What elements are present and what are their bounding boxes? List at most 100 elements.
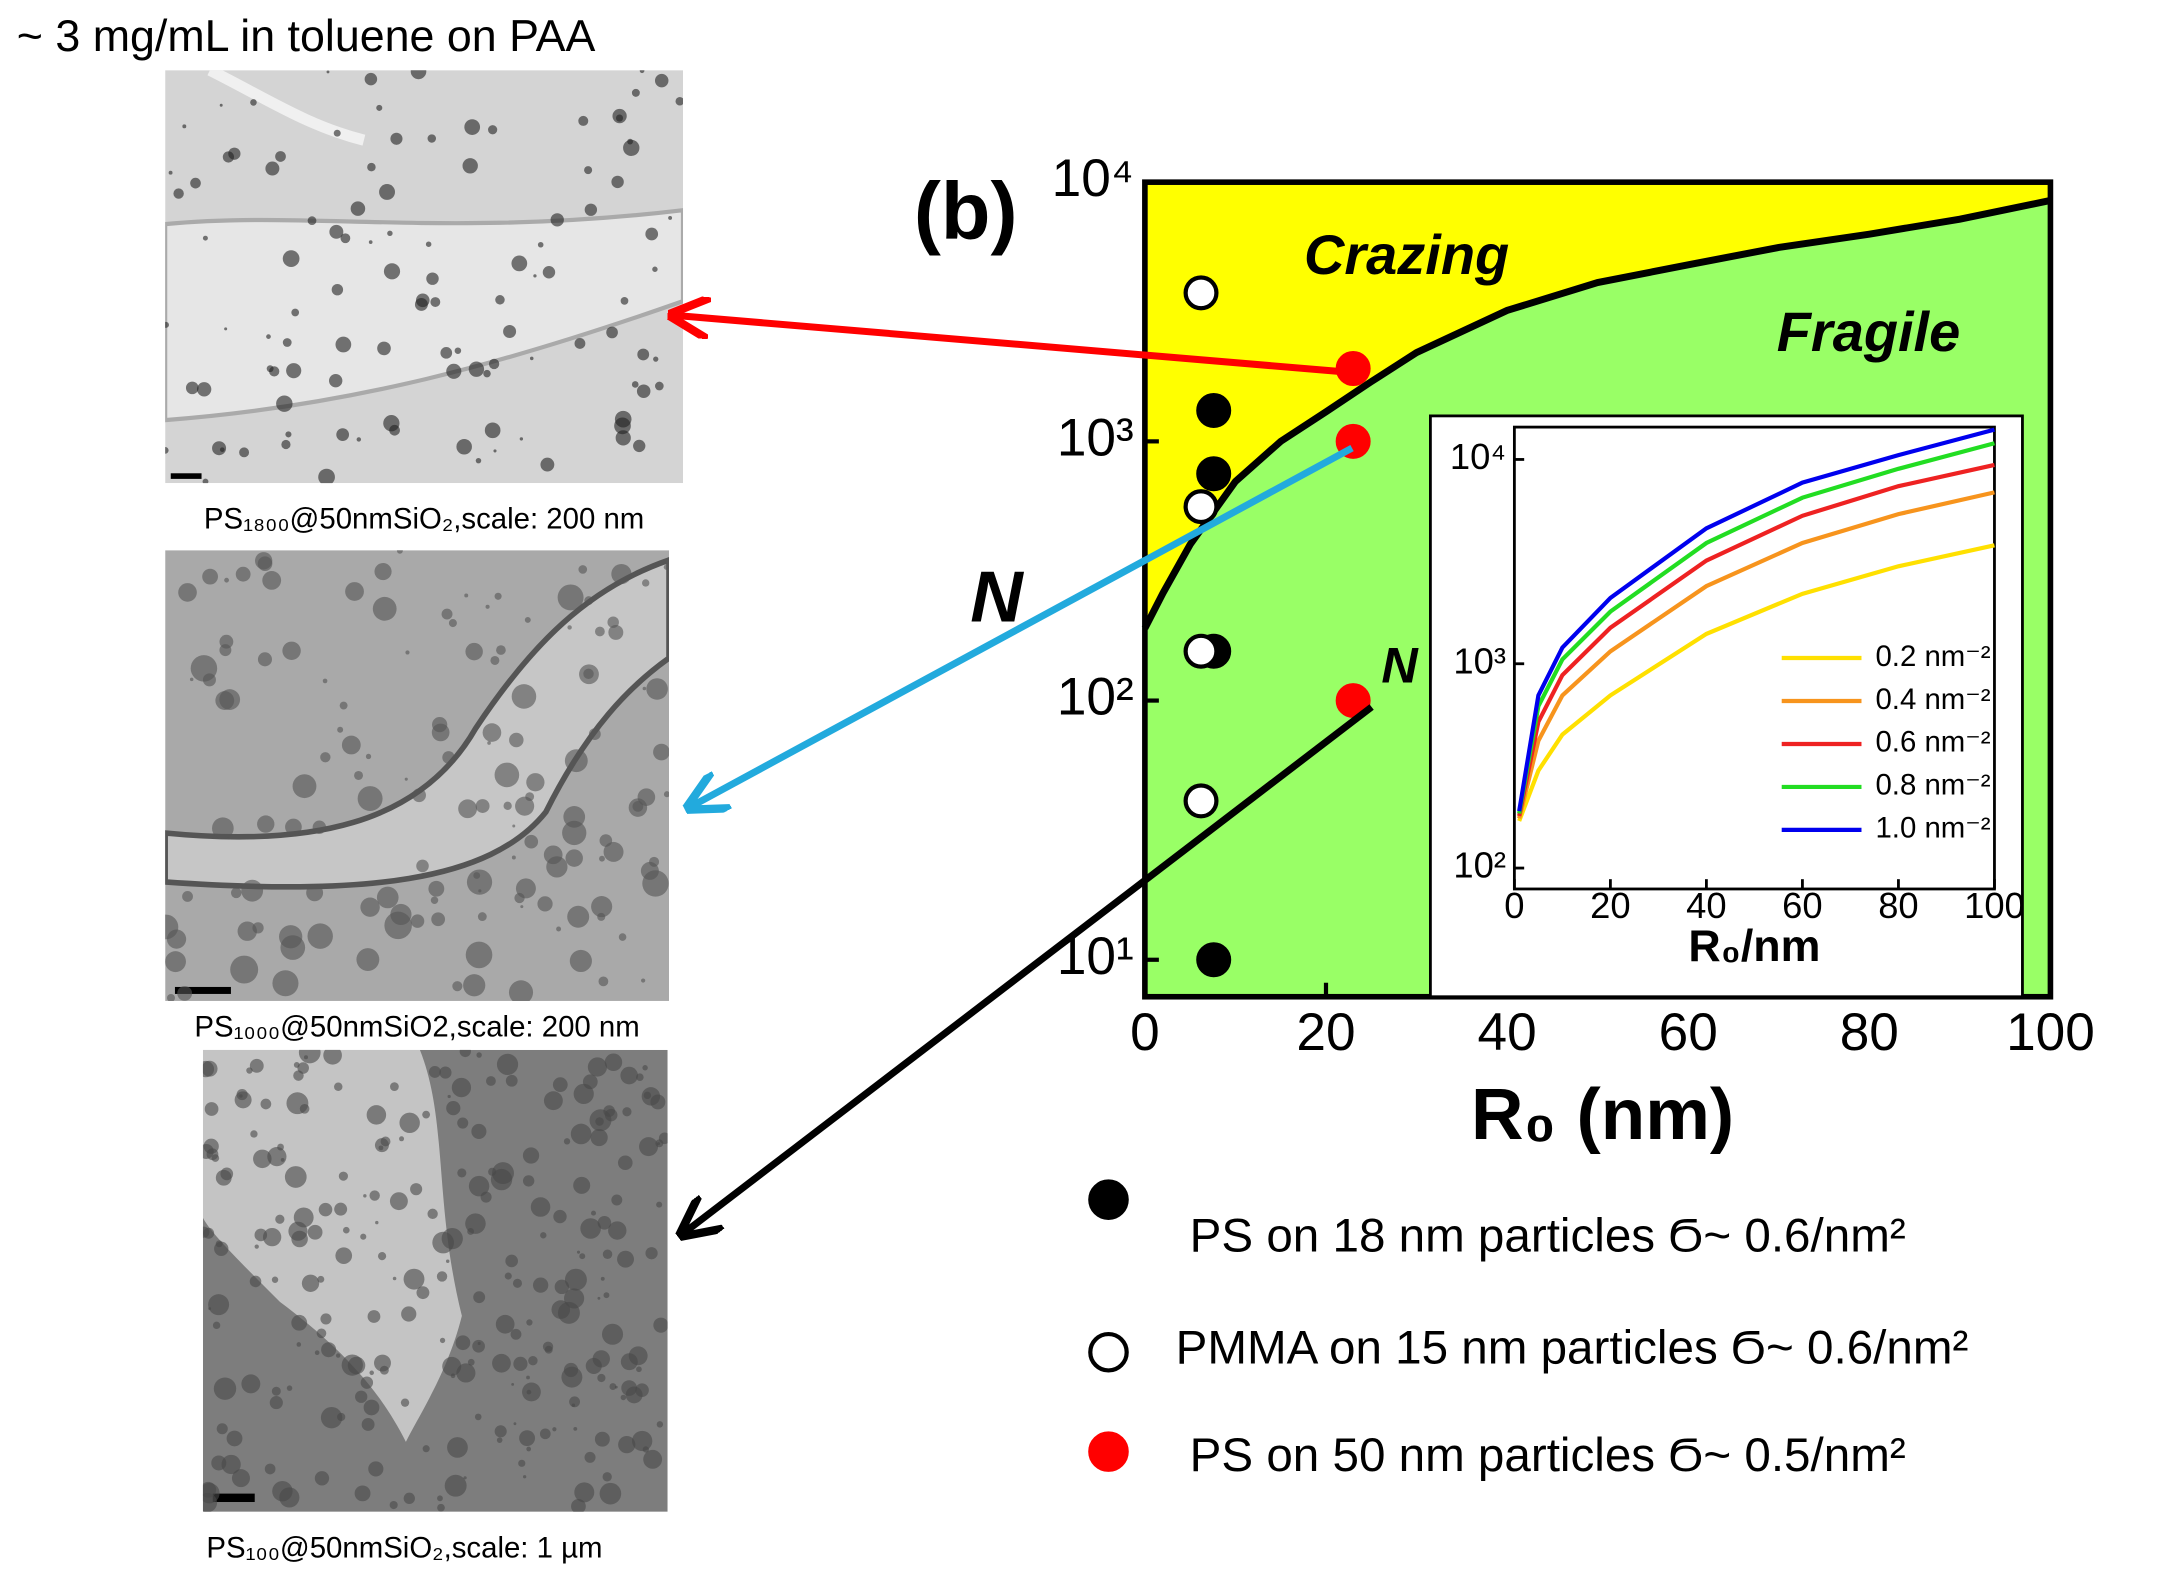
- texture: [599, 1482, 622, 1505]
- texture: [216, 1423, 228, 1435]
- texture: [477, 912, 487, 922]
- texture: [627, 138, 633, 145]
- x-tick-label: 60: [1782, 885, 1822, 926]
- x-tick-label: 100: [2006, 1003, 2095, 1062]
- texture: [451, 1077, 472, 1098]
- texture: [320, 752, 331, 763]
- texture: [543, 1091, 563, 1111]
- y-tick-label: 10³: [1453, 640, 1506, 681]
- texture: [211, 1154, 220, 1162]
- texture: [571, 1403, 576, 1407]
- texture: [329, 224, 344, 239]
- texture: [473, 872, 481, 879]
- texture: [356, 437, 362, 442]
- texture: [436, 1271, 448, 1282]
- texture: [291, 1230, 308, 1248]
- texture: [567, 905, 590, 928]
- texture: [439, 1066, 452, 1079]
- texture: [221, 1454, 241, 1475]
- texture: [426, 272, 439, 285]
- texture: [202, 673, 216, 687]
- texture: [262, 570, 282, 590]
- texture: [468, 361, 485, 377]
- texture: [208, 1294, 230, 1316]
- texture: [212, 1321, 221, 1330]
- texture: [477, 1341, 481, 1346]
- texture: [392, 1276, 397, 1281]
- texture: [618, 933, 627, 941]
- texture: [412, 788, 426, 803]
- texture: [367, 1310, 381, 1323]
- texture: [212, 817, 234, 840]
- texture: [617, 1155, 633, 1171]
- texture: [265, 161, 280, 176]
- texture: [422, 1110, 431, 1119]
- texture: [668, 215, 673, 220]
- texture: [262, 1227, 282, 1247]
- texture: [615, 114, 624, 122]
- texture: [173, 188, 184, 199]
- texture: [266, 365, 274, 373]
- texture: [275, 151, 286, 162]
- texture: [272, 970, 299, 997]
- texture: [437, 1495, 443, 1502]
- texture: [202, 1492, 218, 1512]
- texture: [567, 625, 572, 630]
- texture: [376, 886, 399, 909]
- texture: [377, 341, 391, 356]
- texture: [570, 1123, 592, 1145]
- texture: [318, 1202, 333, 1217]
- texture: [363, 1194, 367, 1198]
- texture: [553, 1209, 567, 1224]
- texture: [400, 1398, 410, 1407]
- x-tick-label: 100: [1964, 885, 2025, 926]
- texture: [320, 1406, 343, 1429]
- texture: [257, 815, 275, 833]
- texture: [636, 1073, 644, 1081]
- texture: [493, 449, 497, 453]
- annotation: Crazing: [1304, 223, 1509, 286]
- texture: [474, 1413, 482, 1421]
- texture: [574, 1482, 595, 1503]
- texture: [204, 1102, 219, 1116]
- y-tick-label: 10⁴: [1052, 149, 1134, 208]
- legend-marker: [1088, 1331, 1129, 1373]
- texture: [165, 951, 186, 973]
- texture: [495, 295, 505, 305]
- texture: [584, 596, 594, 605]
- texture: [316, 1328, 327, 1339]
- texture: [636, 1366, 642, 1373]
- texture: [448, 619, 457, 628]
- texture: [465, 941, 493, 969]
- texture: [603, 1292, 610, 1299]
- legend-marker: [1088, 1431, 1129, 1472]
- texture: [442, 1356, 462, 1376]
- data-point: [1335, 683, 1371, 719]
- texture: [511, 1382, 515, 1386]
- texture: [599, 855, 605, 862]
- texture: [552, 1427, 557, 1432]
- texture: [642, 579, 650, 587]
- texture: [620, 1066, 638, 1085]
- texture: [529, 356, 534, 361]
- y-tick-label: 10⁴: [1450, 436, 1506, 477]
- texture: [219, 644, 232, 657]
- texture: [584, 1451, 596, 1463]
- texture: [215, 691, 235, 710]
- texture: [182, 891, 193, 902]
- texture: [220, 1167, 234, 1181]
- texture: [275, 1214, 285, 1224]
- texture: [565, 849, 583, 867]
- texture: [389, 1501, 398, 1510]
- texture: [642, 870, 669, 897]
- data-point: [1196, 393, 1232, 429]
- texture: [591, 896, 613, 918]
- texture: [631, 88, 640, 97]
- texture: [552, 1077, 568, 1093]
- data-point: [1196, 456, 1232, 492]
- inset-background: [1429, 414, 2024, 999]
- texture: [587, 1057, 608, 1077]
- texture: [471, 1123, 487, 1139]
- texture: [182, 124, 187, 129]
